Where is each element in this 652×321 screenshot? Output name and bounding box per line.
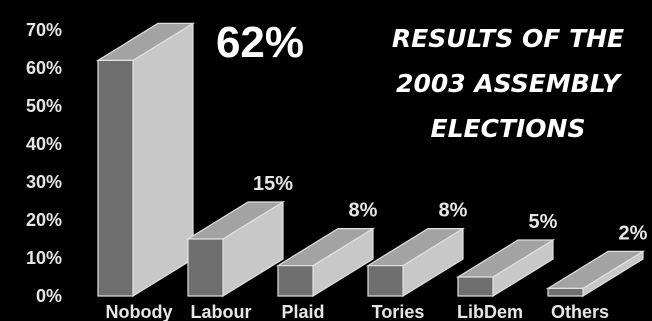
data-label: 2% bbox=[619, 222, 648, 244]
y-tick-label: 40% bbox=[26, 134, 62, 154]
bars bbox=[95, 22, 646, 298]
y-tick-label: 30% bbox=[26, 172, 62, 192]
title-line-3: ELECTIONS bbox=[431, 114, 586, 143]
data-label: 8% bbox=[439, 200, 468, 222]
y-tick-label: 70% bbox=[26, 20, 62, 40]
chart-title: RESULTS OF THE 2003 ASSEMBLY ELECTIONS bbox=[392, 24, 624, 143]
category-label: Nobody bbox=[106, 302, 173, 321]
bar-libdem bbox=[455, 238, 556, 298]
bar-front-face bbox=[187, 238, 224, 297]
data-label: 62% bbox=[216, 18, 304, 67]
y-tick-label: 20% bbox=[26, 210, 62, 230]
bar-side-face bbox=[132, 22, 194, 298]
category-label: Plaid bbox=[281, 302, 324, 321]
bar-front-face bbox=[547, 287, 584, 297]
category-labels: Nobody Labour Plaid Tories LibDem Others bbox=[106, 302, 610, 321]
y-tick-label: 10% bbox=[26, 248, 62, 268]
category-label: Tories bbox=[372, 302, 425, 321]
y-tick-label: 50% bbox=[26, 96, 62, 116]
bar-tories bbox=[365, 227, 466, 298]
bar-front-face bbox=[457, 276, 494, 297]
category-label: Others bbox=[551, 302, 609, 321]
y-tick-label: 60% bbox=[26, 58, 62, 78]
category-label: Labour bbox=[191, 302, 252, 321]
bar-others bbox=[545, 250, 646, 298]
title-line-2: 2003 ASSEMBLY bbox=[396, 69, 623, 98]
bar-front-face bbox=[97, 59, 134, 297]
bar-front-face bbox=[277, 265, 314, 297]
bar-plaid bbox=[275, 227, 376, 298]
bar-labour bbox=[185, 200, 286, 298]
bar-front-face bbox=[367, 265, 404, 297]
bar-nobody bbox=[95, 22, 196, 298]
category-label: LibDem bbox=[457, 302, 523, 321]
y-axis: 0% 10% 20% 30% 40% 50% 60% 70% bbox=[26, 20, 62, 306]
data-labels: 62% 15% 8% 8% 5% 2% bbox=[216, 18, 648, 244]
title-line-1: RESULTS OF THE bbox=[392, 24, 624, 53]
y-tick-label: 0% bbox=[36, 286, 62, 306]
data-label: 5% bbox=[529, 211, 558, 233]
data-label: 8% bbox=[349, 200, 378, 222]
data-label: 15% bbox=[253, 173, 293, 195]
